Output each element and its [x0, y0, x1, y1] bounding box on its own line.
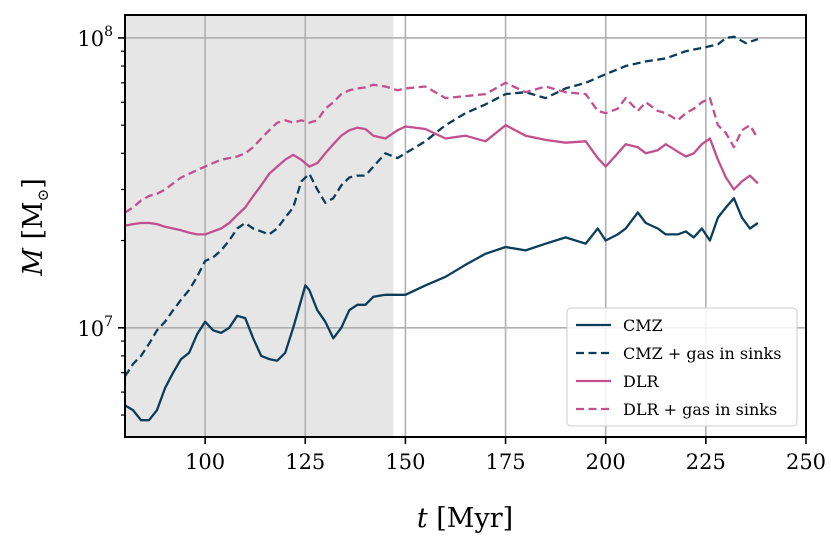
legend-label: CMZ	[623, 316, 663, 335]
x-tick-label: 225	[686, 450, 726, 474]
legend-label: DLR + gas in sinks	[623, 400, 777, 419]
x-tick-label: 175	[486, 450, 526, 474]
x-tick-label: 150	[385, 450, 425, 474]
legend-label: CMZ + gas in sinks	[623, 344, 781, 363]
legend-item: CMZ	[576, 316, 663, 335]
y-axis-label: M [M⊙]	[18, 178, 52, 277]
series-line-dlr-gas-in-sinks	[124, 81, 759, 214]
series-line-cmz	[124, 197, 759, 422]
y-tick-label: 108	[77, 24, 113, 51]
legend-label: DLR	[623, 372, 659, 391]
plot-frame	[124, 14, 807, 438]
x-axis-label: t [Myr]	[417, 503, 513, 534]
series-line-cmz-gas-in-sinks	[124, 35, 759, 377]
x-tick-label: 100	[185, 450, 225, 474]
x-tick-label: 125	[285, 450, 325, 474]
series-line-dlr	[124, 124, 759, 236]
x-tick-label: 250	[786, 450, 826, 474]
x-tick-label: 200	[586, 450, 626, 474]
y-tick-label: 107	[77, 314, 113, 341]
legend-item: DLR + gas in sinks	[576, 400, 777, 419]
legend-item: CMZ + gas in sinks	[576, 344, 781, 363]
legend-box	[566, 307, 798, 427]
shaded-region	[125, 15, 394, 437]
legend-item: DLR	[576, 372, 659, 391]
